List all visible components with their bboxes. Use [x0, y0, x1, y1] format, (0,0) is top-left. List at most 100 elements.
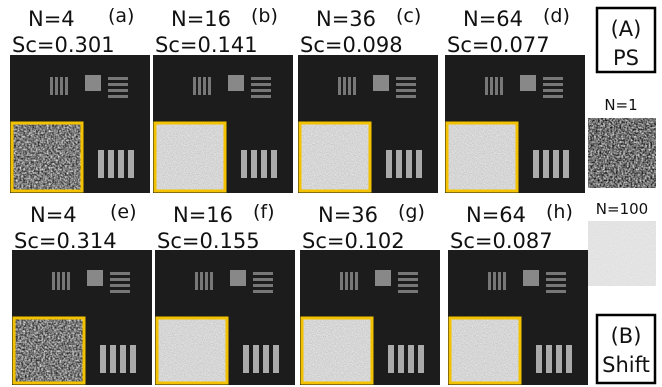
target-bar — [553, 150, 559, 178]
target-square — [87, 270, 103, 286]
target-bar — [60, 77, 63, 95]
target-bar — [263, 345, 269, 373]
target-bar — [110, 284, 130, 287]
target-square — [228, 75, 244, 91]
speckle-texture — [302, 318, 372, 383]
target-bar — [566, 345, 572, 373]
panel-grid: N=4(a)Sc=0.301N=16(b)Sc=0.141N=36(c)Sc=0… — [10, 5, 588, 385]
target-bar — [57, 272, 60, 290]
target-bar — [253, 278, 273, 281]
target-bar — [251, 89, 271, 92]
target-bar — [408, 345, 414, 373]
target-bar — [546, 284, 566, 287]
panel-label: (e) — [110, 201, 137, 223]
target-bar — [340, 272, 343, 290]
speckle-texture — [588, 118, 656, 188]
target-bar — [563, 150, 569, 178]
target-bar — [253, 345, 259, 373]
side-name: Shift — [602, 353, 650, 377]
target-square — [520, 75, 536, 91]
target-bar — [52, 272, 55, 290]
target-bar — [198, 77, 201, 95]
target-bar — [500, 77, 503, 95]
panel-label: (f) — [253, 201, 275, 223]
panel-sc: Sc=0.087 — [450, 229, 553, 253]
panel-n: N=64 — [466, 203, 526, 227]
target-bar — [50, 77, 53, 95]
target-bar — [398, 290, 418, 293]
panel-sc: Sc=0.141 — [155, 33, 258, 57]
target-bar — [398, 284, 418, 287]
target-bar — [118, 150, 124, 178]
target-bar — [253, 272, 273, 275]
target-bar — [543, 95, 563, 98]
target-bar — [243, 345, 249, 373]
panel-sc: Sc=0.077 — [447, 33, 550, 57]
panel-label: (g) — [398, 201, 425, 223]
target-bar — [110, 278, 130, 281]
target-bar — [200, 272, 203, 290]
target-square — [230, 270, 246, 286]
panel-label: (b) — [251, 5, 278, 27]
target-bar — [108, 95, 128, 98]
target-bar — [343, 77, 346, 95]
target-bar — [62, 272, 65, 290]
side-caption: N=1 — [604, 96, 637, 114]
page: {"panels": [ {"n": "N=4", "sc": "Sc=0.30… — [0, 0, 662, 387]
target-bar — [355, 272, 358, 290]
speckle-texture — [155, 123, 225, 191]
side-label: (B) — [611, 324, 642, 348]
panel-label: (h) — [546, 201, 573, 223]
target-bar — [205, 272, 208, 290]
panel-sc: Sc=0.314 — [14, 229, 117, 253]
target-bar — [546, 290, 566, 293]
target-bar — [108, 83, 128, 86]
panel-n: N=64 — [463, 7, 523, 31]
panel-n: N=16 — [173, 203, 233, 227]
target-bar — [241, 150, 247, 178]
target-bar — [396, 83, 416, 86]
target-bar — [108, 77, 128, 80]
target-bar — [271, 150, 277, 178]
target-bar — [398, 278, 418, 281]
speckle-texture — [157, 318, 227, 383]
target-bar — [251, 150, 257, 178]
speckle-texture — [450, 318, 520, 383]
speckle-texture — [14, 318, 84, 383]
panel-label: (d) — [543, 5, 570, 27]
target-bar — [533, 150, 539, 178]
target-square — [523, 270, 539, 286]
panel-n: N=16 — [171, 7, 231, 31]
panel-sc: Sc=0.301 — [12, 33, 115, 57]
target-bar — [546, 278, 566, 281]
figure: N=4(a)Sc=0.301N=16(b)Sc=0.141N=36(c)Sc=0… — [0, 0, 662, 387]
side-caption: N=100 — [596, 200, 648, 218]
target-bar — [543, 89, 563, 92]
target-bar — [418, 345, 424, 373]
target-bar — [543, 83, 563, 86]
target-bar — [490, 77, 493, 95]
target-bar — [396, 77, 416, 80]
target-bar — [108, 150, 114, 178]
side-name: PS — [613, 46, 639, 70]
target-bar — [100, 345, 106, 373]
target-bar — [110, 272, 130, 275]
panel-sc: Sc=0.098 — [300, 33, 403, 57]
target-bar — [98, 150, 104, 178]
target-bar — [498, 272, 501, 290]
panel-n: N=4 — [28, 7, 75, 31]
target-square — [375, 270, 391, 286]
panel-sc: Sc=0.102 — [302, 229, 405, 253]
target-bar — [398, 345, 404, 373]
speckle-texture — [588, 221, 656, 286]
target-bar — [67, 272, 70, 290]
target-bar — [193, 77, 196, 95]
target-bar — [338, 77, 341, 95]
target-bar — [210, 272, 213, 290]
target-bar — [396, 150, 402, 178]
target-bar — [546, 272, 566, 275]
target-bar — [251, 77, 271, 80]
target-bar — [398, 272, 418, 275]
target-bar — [386, 150, 392, 178]
panel-sc: Sc=0.155 — [157, 229, 260, 253]
